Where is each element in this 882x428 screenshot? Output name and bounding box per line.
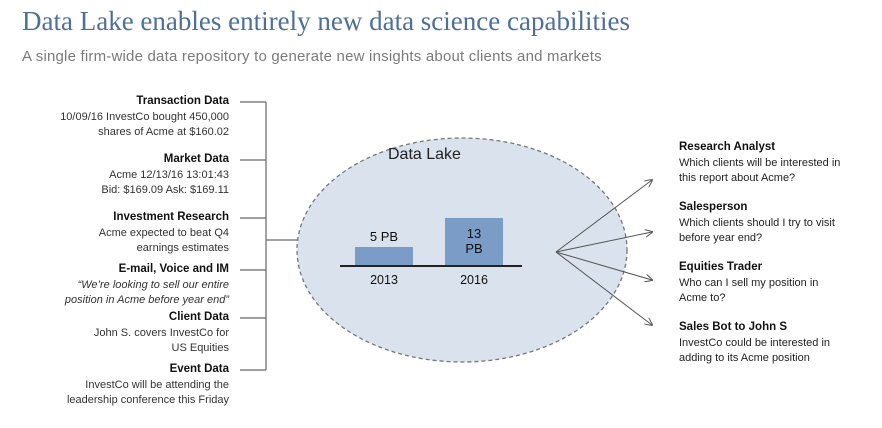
output-line: this report about Acme?: [679, 172, 796, 184]
source-title: E-mail, Voice and IM: [118, 263, 229, 275]
arrow: [555, 251, 652, 280]
output-title: Equities Trader: [679, 261, 763, 273]
source-title: Transaction Data: [136, 95, 229, 107]
value-label: 13 PB: [465, 226, 483, 256]
subtitle: A single firm-wide data repository to ge…: [22, 48, 602, 65]
source-line: US Equities: [171, 342, 229, 354]
source-title: Market Data: [163, 153, 229, 165]
source-line: InvestCo will be attending the: [85, 379, 229, 391]
source-line: “We’re looking to sell our entire: [77, 279, 229, 291]
output-line: adding to its Acme position: [679, 352, 810, 364]
source-line: 10/09/16 InvestCo bought 450,000: [60, 111, 229, 123]
bar: [445, 218, 503, 265]
arrows: [555, 180, 652, 325]
output-line: Which clients should I try to visit: [679, 217, 835, 229]
source-line: Bid: $169.09 Ask: $169.11: [101, 184, 229, 196]
arrow: [555, 180, 652, 253]
x-tick-label: 2013: [370, 273, 398, 287]
output-title: Sales Bot to John S: [679, 321, 787, 333]
output-line: before year end?: [679, 232, 763, 244]
source-line: Acme expected to beat Q4: [98, 227, 229, 239]
source-line: leadership conference this Friday: [66, 394, 229, 406]
source-line: earnings estimates: [136, 242, 229, 254]
output-line: Who can I sell my position in: [679, 277, 819, 289]
bar: [355, 246, 413, 265]
source-title: Event Data: [169, 363, 229, 375]
source-line: position in Acme before year end”: [64, 294, 229, 306]
source-line: John S. covers InvestCo for: [93, 327, 229, 339]
bracket: [240, 101, 297, 371]
output-line: Acme to?: [679, 292, 726, 304]
value-label: 5 PB: [369, 228, 399, 244]
output-title: Research Analyst: [679, 141, 776, 153]
source-title: Investment Research: [113, 211, 229, 223]
arrow: [555, 251, 652, 325]
title: Data Lake enables entirely new data scie…: [22, 6, 630, 36]
arrow: [555, 232, 652, 253]
source-title: Client Data: [168, 311, 229, 323]
output-title: Salesperson: [679, 201, 748, 213]
output-line: InvestCo could be interested in: [679, 337, 831, 349]
source-line: shares of Acme at $160.02: [98, 126, 229, 138]
x-tick-label: 2016: [460, 273, 488, 287]
source-line: Acme 12/13/16 13:01:43: [109, 169, 229, 181]
output-line: Which clients will be interested in: [679, 157, 841, 169]
lake-title: Data Lake: [388, 146, 461, 163]
